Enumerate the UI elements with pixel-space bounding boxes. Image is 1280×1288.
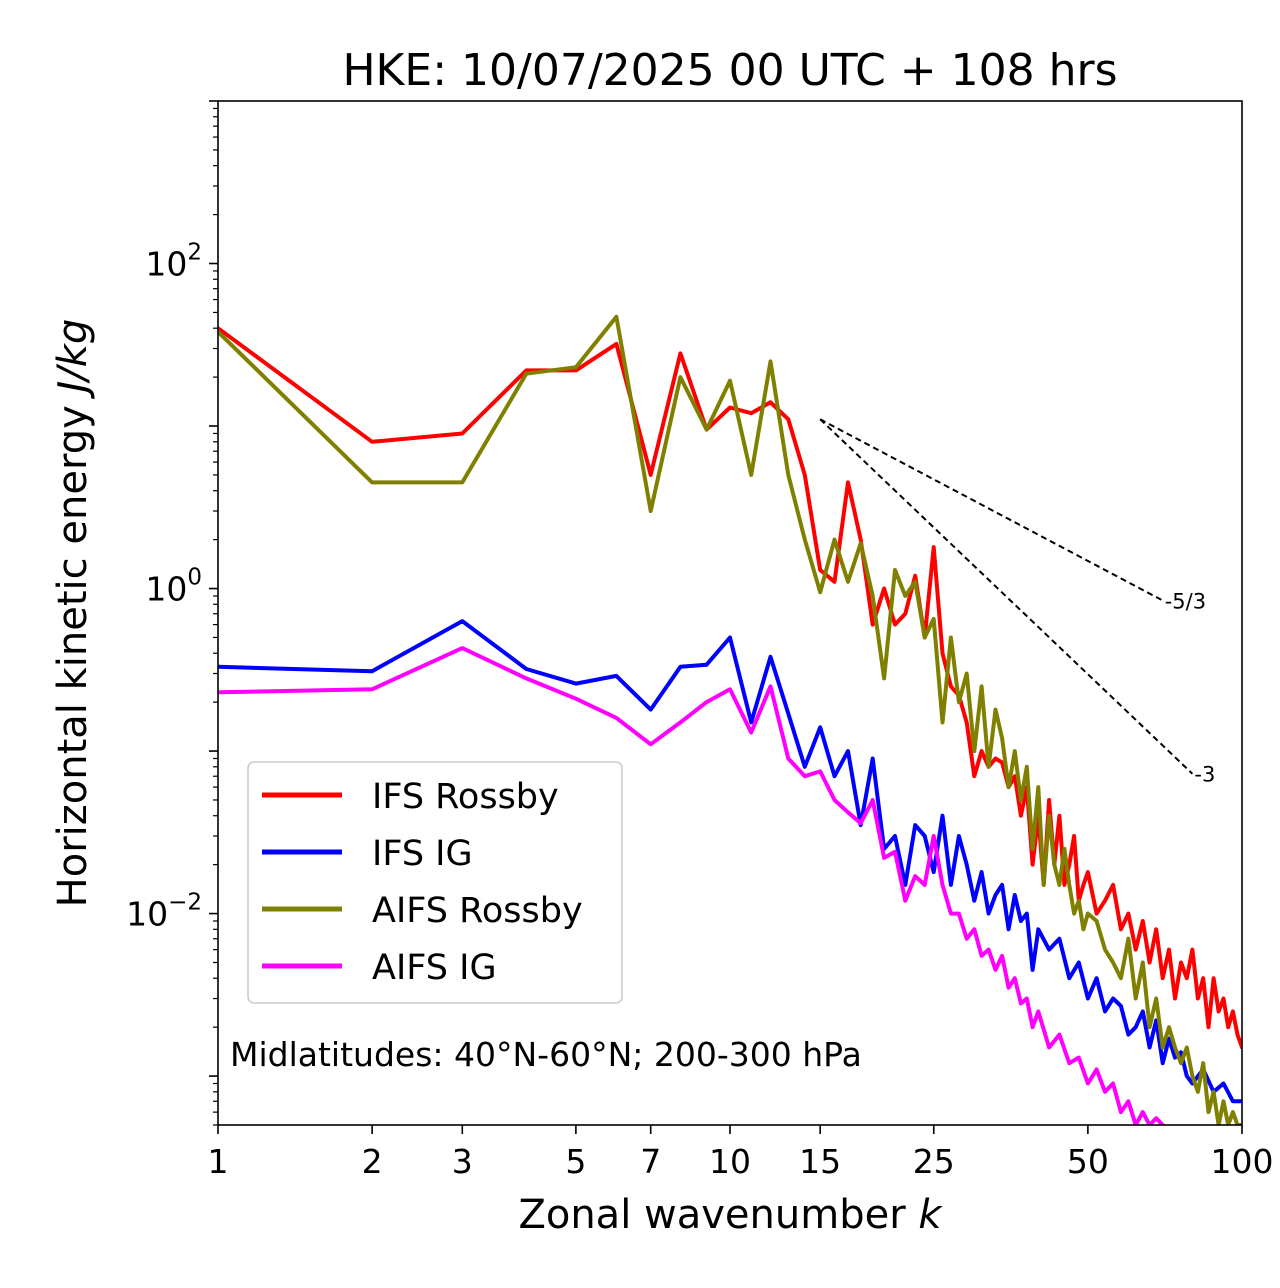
x-tick-label: 1: [208, 1142, 229, 1181]
chart-title: HKE: 10/07/2025 00 UTC + 108 hrs: [342, 45, 1117, 96]
series-line-aifs-rossby: [218, 314, 1242, 1125]
reference-line-labels: -5/3 -3: [1165, 590, 1216, 787]
x-tick-label: 50: [1067, 1142, 1109, 1181]
y-tick-label: 100: [145, 565, 202, 609]
y-tick-label: 102: [145, 240, 202, 284]
reference-lines: [819, 418, 1194, 775]
x-axis-label-italic: k: [918, 1192, 943, 1238]
x-tick-label: 2: [362, 1142, 383, 1181]
x-tick-label: 3: [452, 1142, 473, 1181]
legend-label-aifs-ig: AIFS IG: [372, 948, 497, 988]
y-axis-ticks: 102 100 10−2: [126, 100, 218, 1126]
series-line-aifs-ig: [218, 646, 1165, 1125]
reference-line-slope-3: [819, 418, 1194, 775]
y-axis-label-italic: J/kg: [50, 319, 96, 400]
legend-label-ifs-rossby: IFS Rossby: [372, 777, 559, 817]
reference-label-slope-5-3: -5/3: [1165, 590, 1206, 614]
y-axis-label: Horizontal kinetic energy J/kg: [50, 319, 96, 908]
x-tick-label: 25: [913, 1142, 955, 1181]
y-axis-label-text: Horizontal kinetic energy: [50, 393, 96, 908]
x-tick-label: 100: [1211, 1142, 1274, 1181]
series-line-ifs-ig: [218, 619, 1242, 1104]
x-tick-label: 15: [799, 1142, 841, 1181]
y-tick-label: 10−2: [126, 890, 202, 934]
legend: IFS Rossby IFS IG AIFS Rossby AIFS IG: [247, 761, 623, 1004]
reference-line-slope-5-3: [819, 418, 1164, 602]
legend-label-ifs-ig: IFS IG: [372, 834, 473, 874]
x-axis-label-text: Zonal wavenumber: [518, 1192, 918, 1238]
x-tick-label: 10: [709, 1142, 751, 1181]
x-tick-label: 5: [565, 1142, 586, 1181]
x-tick-label: 7: [640, 1142, 661, 1181]
legend-label-aifs-rossby: AIFS Rossby: [372, 891, 583, 931]
x-axis-ticks: 1 2 3 5 7 10 15 25 50 100: [208, 1125, 1274, 1181]
legend-box: [247, 761, 623, 1004]
reference-label-slope-3: -3: [1194, 763, 1215, 787]
region-annotation: Midlatitudes: 40°N-60°N; 200-300 hPa: [230, 1035, 862, 1074]
x-axis-label: Zonal wavenumber k: [518, 1192, 943, 1238]
series-lines: [218, 314, 1242, 1125]
